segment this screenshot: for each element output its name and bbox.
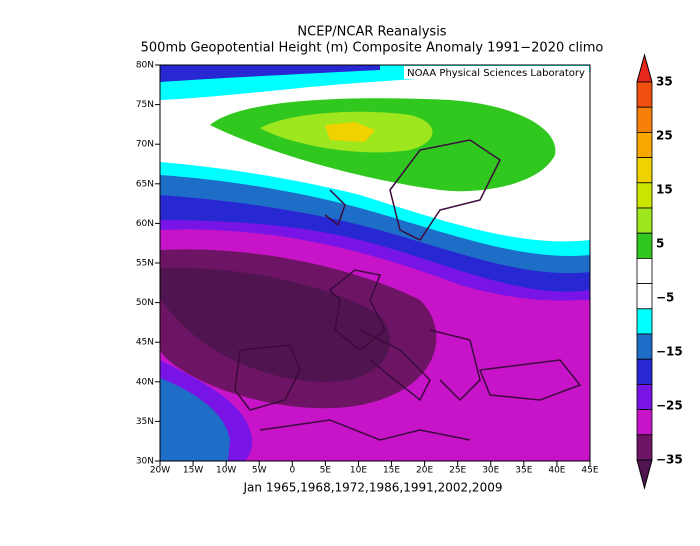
- colorbar-arrow: [636, 53, 653, 83]
- colorbar-label: −15: [656, 345, 683, 359]
- subtitle: 500mb Geopotential Height (m) Composite …: [141, 41, 604, 56]
- colorbar-label: −25: [656, 399, 683, 413]
- lon-label: 35E: [515, 466, 532, 476]
- colorbar-segment: [636, 106, 653, 133]
- colorbar-label: 35: [656, 75, 673, 89]
- caption: Jan 1965,1968,1972,1986,1991,2002,2009: [243, 481, 503, 495]
- title: NCEP/NCAR Reanalysis: [297, 25, 446, 40]
- colorbar-segment: [636, 434, 653, 461]
- colorbar-label: 15: [656, 183, 673, 197]
- colorbar-segment: [636, 157, 653, 184]
- colorbar-segment: [636, 207, 653, 234]
- colorbar-segment: [636, 232, 653, 259]
- map: [160, 65, 590, 461]
- colorbar-segment: [636, 182, 653, 209]
- colorbar-segment: [636, 308, 653, 335]
- credit: NOAA Physical Sciences Laboratory: [407, 68, 585, 79]
- colorbar-segment: [636, 257, 653, 284]
- colorbar-segment: [636, 131, 653, 158]
- lon-label: 20W: [150, 466, 170, 476]
- lat-label: 50N: [136, 298, 154, 308]
- colorbar-label: 5: [656, 237, 664, 251]
- colorbar-arrow: [636, 459, 653, 490]
- lon-label: 10W: [216, 466, 236, 476]
- credit-box: [404, 66, 589, 79]
- colorbar-segment: [636, 383, 653, 410]
- lon-label: 45E: [581, 466, 598, 476]
- lon-label: 30E: [482, 466, 499, 476]
- colorbar-label: −5: [656, 291, 674, 305]
- colorbar-label: −35: [656, 453, 683, 467]
- lon-label: 15E: [383, 466, 400, 476]
- lat-label: 60N: [136, 219, 154, 229]
- lat-label: 55N: [136, 259, 154, 269]
- colorbar-label: 25: [656, 129, 673, 143]
- lon-label: 5E: [320, 466, 332, 476]
- colorbar-segment: [636, 358, 653, 385]
- colorbar: 35 25 15 5 −5 −15 −25 −35: [636, 53, 683, 490]
- lon-label: 25E: [449, 466, 466, 476]
- lon-label: 0: [289, 466, 295, 476]
- lon-label: 15W: [183, 466, 203, 476]
- lon-label: 40E: [548, 466, 565, 476]
- colorbar-segment: [636, 283, 653, 310]
- lon-label: 20E: [416, 466, 433, 476]
- lat-label: 40N: [136, 377, 154, 387]
- colorbar-segment: [636, 409, 653, 436]
- lon-label: 10E: [350, 466, 367, 476]
- colorbar-segment: [636, 81, 653, 108]
- lat-label: 30N: [136, 457, 154, 467]
- lat-label: 35N: [136, 417, 154, 427]
- lon-label: 5W: [252, 466, 267, 476]
- lat-label: 70N: [136, 140, 154, 150]
- lat-label: 65N: [136, 179, 154, 189]
- lat-label: 75N: [136, 100, 154, 110]
- colorbar-segment: [636, 333, 653, 360]
- lat-label: 80N: [136, 61, 154, 71]
- lat-label: 45N: [136, 338, 154, 348]
